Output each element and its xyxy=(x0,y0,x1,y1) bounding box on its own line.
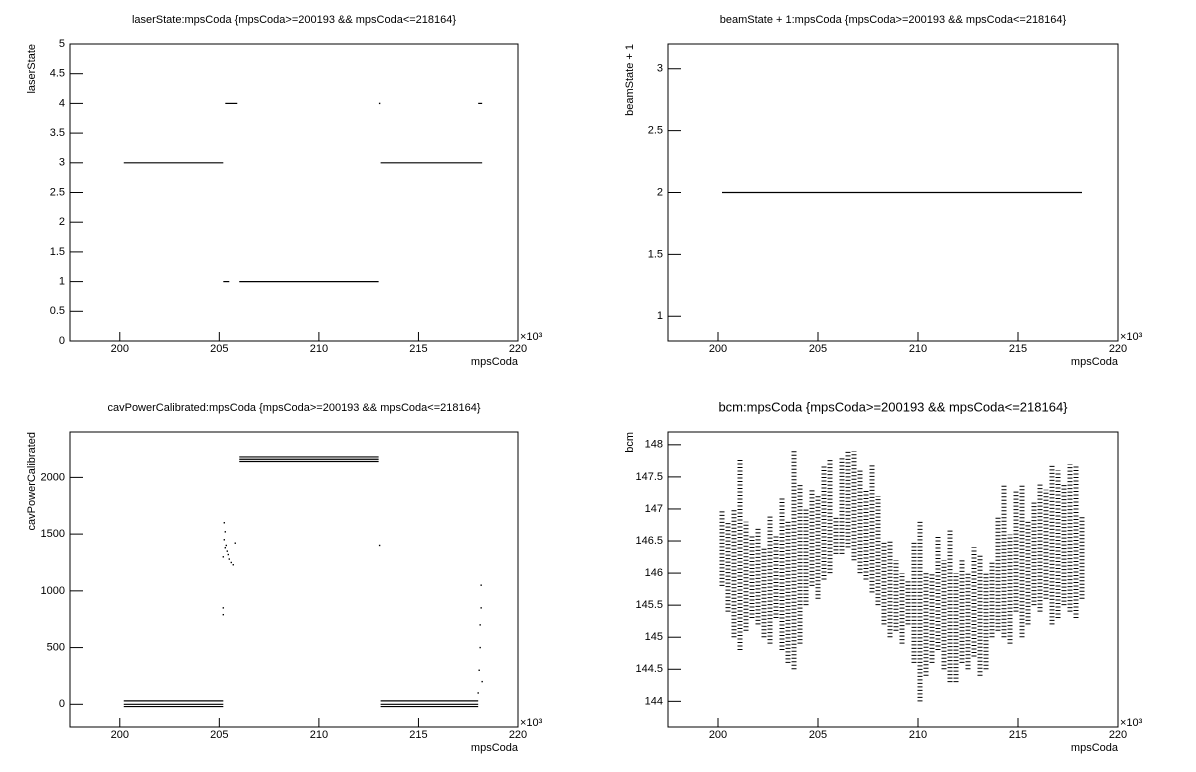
x-tick-label: 205 xyxy=(210,729,228,741)
y-tick-label: 2.5 xyxy=(648,125,663,137)
x-tick-label: 205 xyxy=(809,343,827,355)
x-tick-label: 210 xyxy=(909,729,927,741)
y-tick-label: 1 xyxy=(657,310,663,322)
y-tick-label: 1500 xyxy=(41,528,65,540)
x-tick-label: 220 xyxy=(1109,343,1127,355)
x-tick-label: 220 xyxy=(1109,729,1127,741)
y-tick-label: 3 xyxy=(59,157,65,169)
point xyxy=(234,542,236,544)
y-tick-label: 146.5 xyxy=(635,535,663,547)
y-tick-label: 147.5 xyxy=(635,471,663,483)
y-axis-label: cavPowerCalibrated xyxy=(26,432,38,530)
x-tick-label: 210 xyxy=(310,343,328,355)
x-tick-label: 215 xyxy=(409,343,427,355)
x-tick-label: 215 xyxy=(409,729,427,741)
x-multiplier: ×10³ xyxy=(520,331,543,343)
y-axis-label: beamState + 1 xyxy=(624,44,636,116)
y-tick-label: 3.5 xyxy=(50,127,65,139)
y-tick-label: 2.5 xyxy=(50,186,65,198)
point xyxy=(222,607,225,609)
x-multiplier: ×10³ xyxy=(1120,717,1143,729)
y-tick-label: 500 xyxy=(47,641,65,653)
x-tick-label: 210 xyxy=(909,343,927,355)
y-tick-label: 148 xyxy=(645,439,663,451)
x-tick-label: 220 xyxy=(509,343,527,355)
x-tick-label: 200 xyxy=(111,729,129,741)
plot-frame xyxy=(69,43,519,342)
chart-title: cavPowerCalibrated:mpsCoda {mpsCoda>=200… xyxy=(107,402,480,414)
x-axis-label: mpsCoda xyxy=(471,356,519,368)
x-axis-label: mpsCoda xyxy=(1071,356,1119,368)
point xyxy=(480,584,482,586)
y-tick-label: 1.5 xyxy=(648,248,663,260)
y-tick-label: 2 xyxy=(657,186,663,198)
y-tick-label: 146 xyxy=(645,567,663,579)
x-tick-label: 200 xyxy=(709,343,727,355)
y-tick-label: 147 xyxy=(645,503,663,515)
y-tick-label: 1 xyxy=(59,276,65,288)
point xyxy=(223,539,226,541)
plot-frame xyxy=(667,431,1119,728)
point xyxy=(378,544,381,547)
chart-title: bcm:mpsCoda {mpsCoda>=200193 && mpsCoda<… xyxy=(718,399,1068,414)
y-tick-label: 4.5 xyxy=(50,68,65,80)
point xyxy=(227,553,229,556)
x-tick-label: 210 xyxy=(310,729,328,741)
x-tick-label: 215 xyxy=(1009,729,1027,741)
point xyxy=(228,558,230,560)
chart-title: laserState:mpsCoda {mpsCoda>=200193 && m… xyxy=(132,14,456,26)
y-tick-label: 0 xyxy=(59,335,65,347)
y-tick-label: 2000 xyxy=(41,471,65,483)
x-tick-label: 220 xyxy=(509,729,527,741)
y-tick-label: 0.5 xyxy=(50,305,65,317)
x-axis-label: mpsCoda xyxy=(471,742,519,754)
x-tick-label: 200 xyxy=(709,729,727,741)
y-tick-label: 3 xyxy=(657,63,663,75)
point xyxy=(480,607,482,609)
point xyxy=(223,522,226,524)
y-tick-label: 2 xyxy=(59,216,65,228)
point xyxy=(222,556,225,558)
y-tick-label: 4 xyxy=(59,97,65,109)
y-axis-label: laserState xyxy=(26,44,38,94)
chart-title: beamState + 1:mpsCoda {mpsCoda>=200193 &… xyxy=(720,14,1067,26)
y-tick-label: 1.5 xyxy=(50,246,65,258)
x-tick-label: 205 xyxy=(210,343,228,355)
x-tick-label: 215 xyxy=(1009,343,1027,355)
y-tick-label: 144.5 xyxy=(635,663,663,675)
x-tick-label: 200 xyxy=(111,343,129,355)
point xyxy=(479,624,481,626)
x-axis-label: mpsCoda xyxy=(1071,742,1119,754)
point xyxy=(232,564,234,566)
point xyxy=(224,547,227,549)
y-tick-label: 144 xyxy=(645,695,663,707)
point xyxy=(481,680,483,683)
point xyxy=(226,550,228,552)
x-tick-label: 205 xyxy=(809,729,827,741)
y-axis-label: bcm xyxy=(624,432,636,453)
x-multiplier: ×10³ xyxy=(520,717,543,729)
y-tick-label: 0 xyxy=(59,698,65,710)
point xyxy=(378,102,381,105)
point xyxy=(230,561,232,564)
y-tick-label: 5 xyxy=(59,38,65,50)
point xyxy=(478,669,480,671)
point xyxy=(477,692,479,694)
point xyxy=(222,613,225,616)
point xyxy=(225,544,228,547)
point xyxy=(479,646,481,649)
y-tick-label: 145.5 xyxy=(635,599,663,611)
plot-frame xyxy=(69,431,519,728)
point xyxy=(224,531,227,533)
y-tick-label: 145 xyxy=(645,631,663,643)
y-tick-label: 1000 xyxy=(41,585,65,597)
x-multiplier: ×10³ xyxy=(1120,331,1143,343)
